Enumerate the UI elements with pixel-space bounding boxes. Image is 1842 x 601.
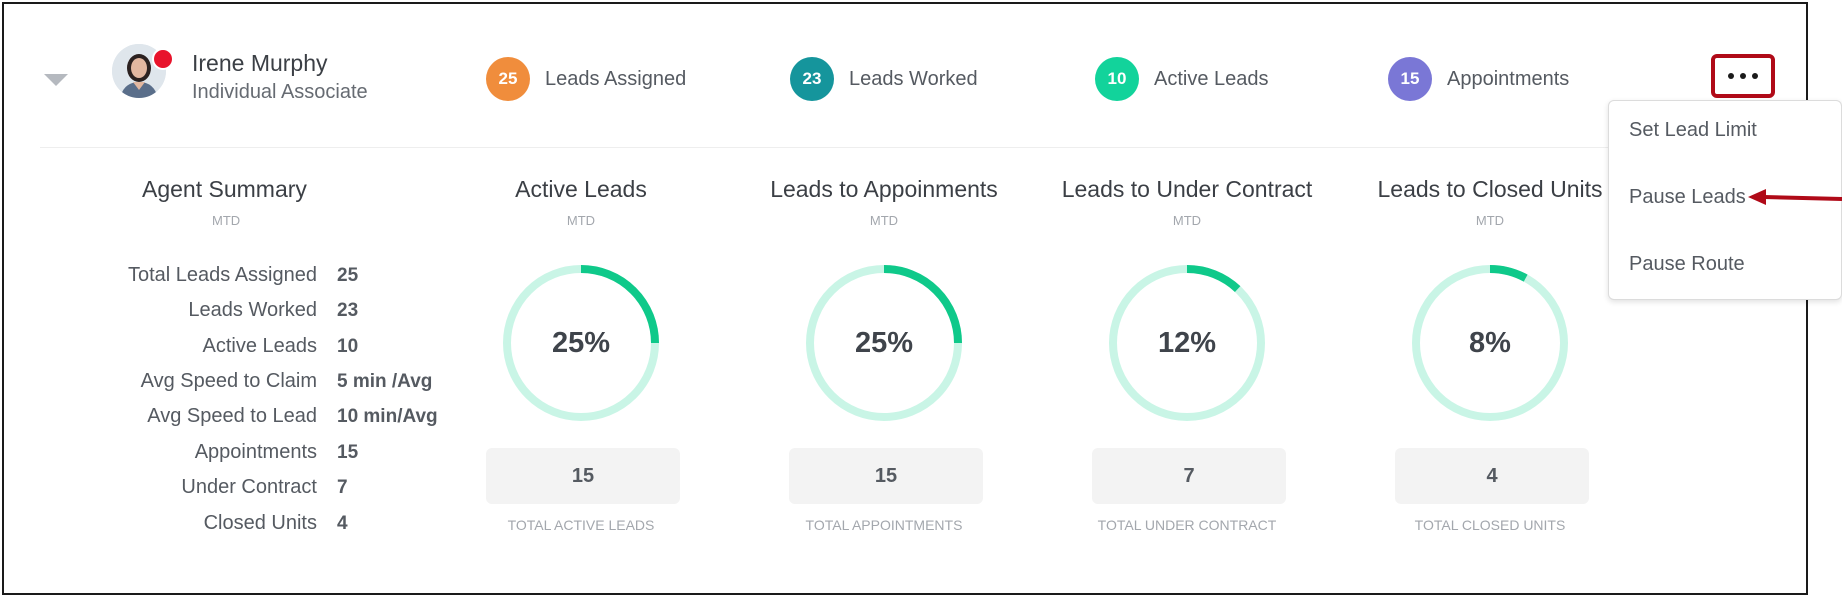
stat-leads-worked: 23 Leads Worked — [790, 57, 978, 101]
metric-total: 4 — [1395, 448, 1589, 504]
metric-total-label: TOTAL CLOSED UNITS — [1414, 517, 1566, 533]
ring-progress — [1109, 265, 1265, 421]
summary-row-label: Leads Worked — [188, 299, 317, 321]
menu-item-set-lead-limit[interactable]: Set Lead Limit — [1629, 119, 1757, 141]
summary-row-value: 5 min /Avg — [337, 371, 433, 392]
metric-total: 15 — [789, 448, 983, 504]
divider — [40, 147, 1620, 148]
stat-active-leads: 10 Active Leads — [1095, 57, 1269, 101]
count-badge: 15 — [1388, 57, 1432, 101]
metric-total-label: TOTAL ACTIVE LEADS — [507, 517, 655, 533]
agent-summary-period: MTD — [212, 213, 241, 228]
agent-role: Individual Associate — [192, 81, 368, 103]
more-horizontal-icon — [1728, 73, 1734, 79]
metric-total: 7 — [1092, 448, 1286, 504]
more-horizontal-icon-dot — [1740, 73, 1746, 79]
summary-row: Closed Units 4 — [60, 512, 460, 542]
stat-label: Active Leads — [1154, 67, 1269, 90]
stat-appointments: 15 Appointments — [1388, 57, 1569, 101]
summary-row-value: 10 min/Avg — [337, 406, 438, 427]
summary-row-label: Total Leads Assigned — [127, 264, 317, 286]
summary-row: Leads Worked 23 — [60, 299, 460, 329]
metric-total-label: TOTAL APPOINTMENTS — [805, 517, 963, 533]
summary-row-label: Appointments — [194, 441, 317, 463]
summary-row: Under Contract 7 — [60, 476, 460, 506]
summary-row: Active Leads 10 — [60, 335, 460, 365]
summary-row: Avg Speed to Lead 10 min/Avg — [60, 405, 460, 435]
ring-progress — [503, 265, 659, 421]
summary-row-value: 10 — [337, 336, 359, 357]
metric-title: Leads to Appoinments — [770, 176, 998, 202]
metric-title: Leads to Closed Units — [1377, 176, 1603, 202]
progress-ring — [1109, 265, 1265, 421]
summary-row: Avg Speed to Claim 5 min /Avg — [60, 370, 460, 400]
stat-label: Appointments — [1447, 67, 1570, 90]
menu-item-pause-route[interactable]: Pause Route — [1629, 253, 1745, 275]
stat-label: Leads Worked — [849, 67, 978, 90]
summary-row-value: 23 — [337, 300, 359, 321]
ring-progress — [806, 265, 962, 421]
metric-period: MTD — [1172, 213, 1202, 228]
summary-row: Total Leads Assigned 25 — [60, 264, 460, 294]
ring-progress — [1412, 265, 1568, 421]
count-badge: 23 — [790, 57, 834, 101]
metric-title: Leads to Under Contract — [1061, 176, 1313, 202]
agent-name: Irene Murphy — [192, 50, 328, 76]
collapse-chevron-icon[interactable] — [44, 74, 68, 86]
avatar — [112, 44, 166, 98]
more-horizontal-icon-dot — [1752, 73, 1758, 79]
metric-percent: 8% — [1469, 326, 1511, 359]
summary-row-label: Avg Speed to Claim — [140, 370, 317, 392]
summary-row-label: Closed Units — [203, 512, 317, 534]
metric-percent: 12% — [1157, 326, 1217, 359]
metric-total-label: TOTAL UNDER CONTRACT — [1097, 517, 1277, 533]
more-options-button[interactable] — [1711, 54, 1775, 98]
agent-summary-title: Agent Summary — [142, 176, 307, 202]
progress-ring — [1412, 265, 1568, 421]
stat-leads-assigned: 25 Leads Assigned — [486, 57, 686, 101]
summary-row: Appointments 15 — [60, 441, 460, 471]
metric-total: 15 — [486, 448, 680, 504]
metric-period: MTD — [869, 213, 899, 228]
count-badge: 10 — [1095, 57, 1139, 101]
summary-row-label: Active Leads — [202, 335, 317, 357]
summary-row-value: 4 — [337, 513, 348, 534]
summary-row-value: 25 — [337, 265, 359, 286]
metric-period: MTD — [566, 213, 596, 228]
menu-item-pause-leads[interactable]: Pause Leads — [1629, 186, 1746, 208]
summary-row-label: Avg Speed to Lead — [147, 405, 317, 427]
count-badge: 25 — [486, 57, 530, 101]
annotation-arrow-icon — [1748, 189, 1842, 205]
metric-title: Active Leads — [515, 176, 647, 202]
summary-row-label: Under Contract — [181, 476, 317, 498]
metric-percent: 25% — [551, 326, 611, 359]
progress-ring — [503, 265, 659, 421]
progress-ring — [806, 265, 962, 421]
metric-percent: 25% — [854, 326, 914, 359]
stat-label: Leads Assigned — [545, 67, 687, 90]
presence-indicator-icon — [152, 48, 174, 70]
metric-period: MTD — [1475, 213, 1505, 228]
summary-row-value: 15 — [337, 442, 359, 463]
summary-row-value: 7 — [337, 477, 348, 498]
